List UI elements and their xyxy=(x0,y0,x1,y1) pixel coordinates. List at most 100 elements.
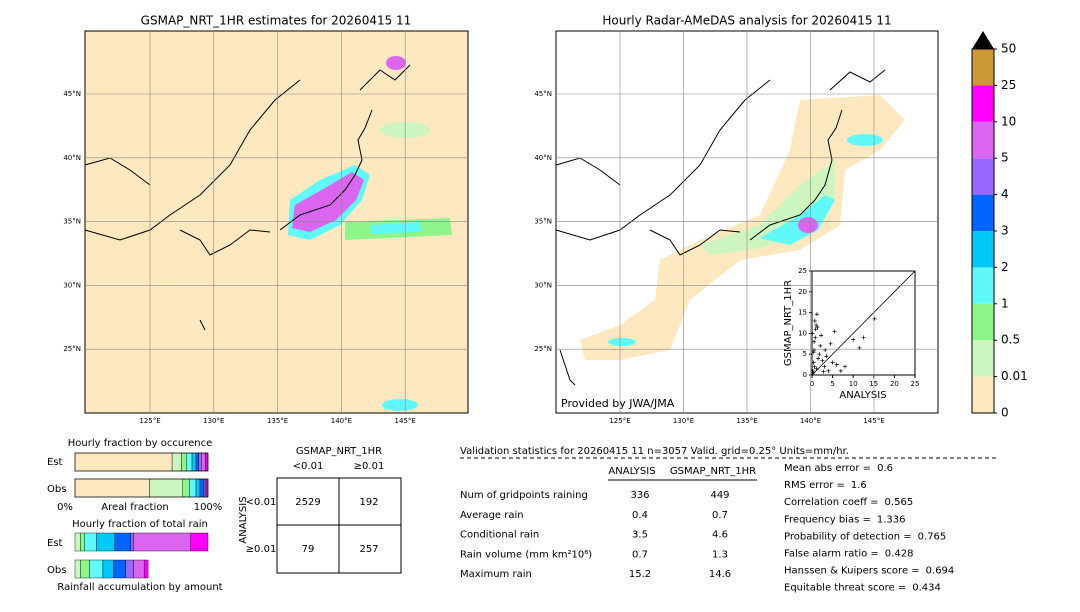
lat-label: 40°N xyxy=(63,154,81,162)
cell: 0.7 xyxy=(712,510,728,521)
point xyxy=(812,364,817,369)
map-title: GSMAP_NRT_1HR estimates for 20260415 11 xyxy=(141,14,412,28)
row-label: Rain volume (mm km²10⁶) xyxy=(460,549,592,560)
fraction-segment xyxy=(195,478,201,498)
validation-stats: Validation statistics for 20260415 11 n=… xyxy=(460,446,996,594)
point xyxy=(826,368,831,373)
lat-label: 25°N xyxy=(63,345,81,353)
point xyxy=(812,348,817,353)
fraction-segment xyxy=(102,559,114,579)
col-header: ≥0.01 xyxy=(354,461,385,472)
point xyxy=(813,335,818,340)
cell: 3.5 xyxy=(632,530,648,541)
fraction-segment xyxy=(80,559,90,579)
bar-frame xyxy=(74,452,209,472)
color-band xyxy=(972,267,994,304)
panel-title: Hourly fraction by occurence xyxy=(68,438,212,449)
fraction-segment xyxy=(80,532,85,552)
lon-label: 130°E xyxy=(673,417,694,425)
fraction-segment xyxy=(186,452,193,472)
score-label: Probability of detection = xyxy=(784,531,912,542)
colorbar: 0 0.01 0.5 1 2 3 4 5 10 25 50 xyxy=(971,31,1028,420)
map-labels: 125°E 130°E 135°E 140°E 145°E 45°N 40°N 35°N 30°… xyxy=(63,31,939,425)
x-tick-label: 0 xyxy=(810,380,814,388)
cell: 14.6 xyxy=(709,569,731,580)
y-tick-label: 25 xyxy=(798,267,807,275)
y-axis-label: GSMAP_NRT_1HR xyxy=(783,280,794,366)
cell: 79 xyxy=(302,544,315,555)
rain-area xyxy=(847,134,883,146)
x-tick-label: 5 xyxy=(830,380,834,388)
bar-frame xyxy=(74,478,209,498)
row-label: Num of gridpoints raining xyxy=(460,490,588,501)
left-map: GSMAP_NRT_1HR estimates for 20260415 11 xyxy=(84,14,469,414)
rain-area xyxy=(370,222,422,234)
score-value: 0.765 xyxy=(918,531,947,542)
colorbar-label: 0 xyxy=(1001,406,1009,420)
score-label: RMS error = xyxy=(784,480,845,491)
fraction-segment xyxy=(74,452,173,472)
y-tick-label: 5 xyxy=(803,350,807,358)
point xyxy=(815,325,820,330)
lat-label: 35°N xyxy=(534,218,552,226)
colorbar-label: 50 xyxy=(1001,42,1016,56)
fraction-segment xyxy=(114,532,132,552)
extend-arrow xyxy=(972,31,994,49)
fraction-segment xyxy=(189,478,197,498)
fraction-segment xyxy=(84,532,97,552)
credit: Provided by JWA/JMA xyxy=(561,397,675,410)
colorbar-label: 25 xyxy=(1001,78,1016,92)
cell: 449 xyxy=(710,490,729,501)
cell: 257 xyxy=(359,544,378,555)
fraction-segment xyxy=(195,452,199,472)
colorbar-label: 4 xyxy=(1001,187,1009,201)
axis-label: Areal fraction xyxy=(101,502,168,513)
fraction-segment xyxy=(143,559,149,579)
lon-label: 125°E xyxy=(139,417,160,425)
coastline xyxy=(84,64,411,331)
cell: 0.4 xyxy=(632,510,648,521)
fraction-segment xyxy=(182,478,190,498)
colorbar-label: 0.5 xyxy=(1001,333,1020,347)
lon-label: 140°E xyxy=(800,417,821,425)
point xyxy=(842,364,847,369)
point xyxy=(830,360,835,365)
point xyxy=(819,333,824,338)
color-band xyxy=(972,340,994,377)
score-value: 0.6 xyxy=(877,463,893,474)
colorbar-label: 5 xyxy=(1001,151,1009,165)
fraction-segment xyxy=(96,532,116,552)
cell: 192 xyxy=(359,497,378,508)
contingency-table: GSMAP_NRT_1HR <0.01 ≥0.01 ANALYSIS <0.01… xyxy=(238,446,402,574)
score-value: 1.336 xyxy=(877,514,906,525)
lon-label: 140°E xyxy=(331,417,352,425)
color-band xyxy=(972,303,994,341)
score-value: 0.694 xyxy=(926,566,955,577)
color-band xyxy=(972,194,994,231)
color-band xyxy=(972,231,994,268)
point xyxy=(816,356,821,361)
point xyxy=(811,360,816,365)
table-title: GSMAP_NRT_1HR xyxy=(296,446,382,457)
colorbar-label: 10 xyxy=(1001,114,1016,128)
point xyxy=(822,364,827,369)
y-tick-label: 10 xyxy=(798,329,807,337)
rain-area xyxy=(292,172,364,232)
map-frame xyxy=(84,30,469,414)
point xyxy=(818,343,823,348)
row-label: Conditional rain xyxy=(460,530,539,541)
lon-label: 135°E xyxy=(267,417,288,425)
score-value: 1.6 xyxy=(851,480,867,491)
row-label: Est xyxy=(47,457,63,468)
fraction-segment xyxy=(74,478,150,498)
colorbar-label: 0.01 xyxy=(1001,369,1028,383)
point xyxy=(813,327,818,332)
y-tick-label: 15 xyxy=(798,309,807,317)
score-label: False alarm ratio = xyxy=(784,549,879,560)
point xyxy=(811,350,816,355)
point xyxy=(832,329,837,334)
lon-label: 130°E xyxy=(203,417,224,425)
point xyxy=(861,335,866,340)
score-value: 0.434 xyxy=(912,583,941,594)
